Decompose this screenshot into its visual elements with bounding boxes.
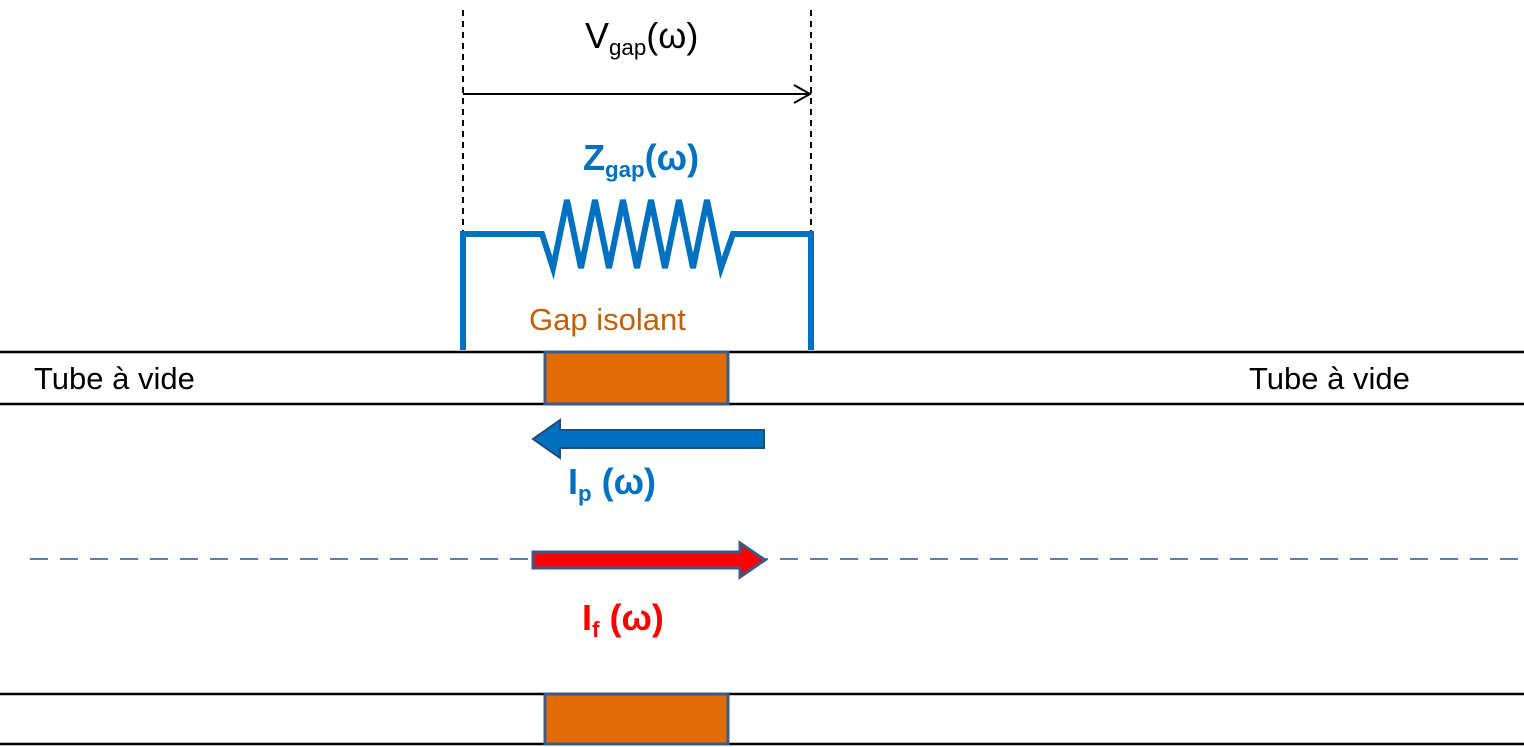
- arrow-left-icon: [531, 418, 765, 460]
- impedance-label: Zgap(ω): [583, 137, 700, 183]
- arrow-right-icon: [531, 540, 768, 580]
- voltage-label: Vgap(ω): [585, 15, 699, 61]
- current-p-label: Ip (ω): [568, 461, 657, 507]
- voltage-arrow-head: [793, 84, 813, 104]
- resistor-zigzag-icon: [460, 199, 814, 350]
- gap-isolant-label: Gap isolant: [529, 302, 686, 337]
- gap-block-lower: [543, 692, 730, 746]
- tube-right-label: Tube à vide: [1249, 361, 1410, 396]
- tube-left-label: Tube à vide: [34, 361, 195, 396]
- current-f-label: If (ω): [582, 597, 664, 643]
- gap-block-upper: [543, 350, 730, 406]
